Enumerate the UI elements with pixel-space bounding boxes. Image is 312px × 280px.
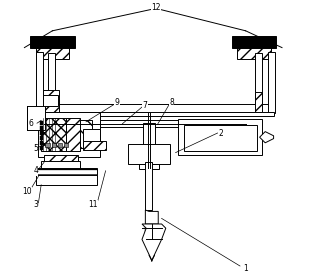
Text: 7: 7 xyxy=(142,101,147,109)
Text: 11: 11 xyxy=(88,200,98,209)
Bar xyxy=(51,143,56,147)
Bar xyxy=(36,175,97,185)
Bar xyxy=(144,123,155,168)
Polygon shape xyxy=(260,132,274,143)
Polygon shape xyxy=(147,224,151,239)
Text: 8: 8 xyxy=(169,98,174,107)
Bar xyxy=(58,143,62,147)
Bar xyxy=(40,131,43,135)
Bar xyxy=(36,112,274,116)
Bar xyxy=(36,43,69,59)
Bar xyxy=(237,43,271,59)
Polygon shape xyxy=(150,224,154,239)
Polygon shape xyxy=(144,224,148,239)
Bar xyxy=(40,141,43,145)
Bar xyxy=(40,121,43,125)
Text: 2: 2 xyxy=(218,129,223,137)
Bar xyxy=(139,164,159,169)
Text: 5: 5 xyxy=(33,144,38,153)
Bar xyxy=(131,146,167,162)
Text: 6: 6 xyxy=(29,119,34,128)
Bar xyxy=(145,162,152,210)
Bar xyxy=(268,52,275,113)
Bar xyxy=(83,141,105,150)
Bar xyxy=(38,112,100,157)
Bar xyxy=(256,53,262,106)
Text: 4: 4 xyxy=(33,166,38,175)
Bar xyxy=(128,144,170,164)
Bar xyxy=(232,36,276,48)
Bar xyxy=(43,90,59,112)
Bar xyxy=(36,52,43,113)
Polygon shape xyxy=(142,224,166,260)
Bar xyxy=(184,125,257,151)
Text: 9: 9 xyxy=(115,98,119,107)
Bar xyxy=(40,126,43,130)
Bar xyxy=(36,168,97,176)
Bar xyxy=(44,155,78,162)
Text: 10: 10 xyxy=(22,187,32,196)
Bar xyxy=(44,120,246,127)
Bar xyxy=(64,143,68,147)
Bar xyxy=(80,120,92,148)
Bar xyxy=(43,95,58,106)
Bar xyxy=(256,92,262,112)
Bar xyxy=(48,53,55,106)
Bar xyxy=(41,118,66,151)
Bar xyxy=(41,161,80,169)
Bar xyxy=(27,106,46,130)
Bar xyxy=(40,136,43,140)
Text: 1: 1 xyxy=(243,264,248,273)
Bar xyxy=(178,119,262,155)
Text: 12: 12 xyxy=(151,3,161,11)
Bar xyxy=(30,36,75,48)
Bar xyxy=(46,143,50,147)
Bar xyxy=(66,118,80,151)
Bar xyxy=(83,129,100,143)
Bar xyxy=(36,104,274,113)
Text: 3: 3 xyxy=(33,200,38,209)
Bar xyxy=(40,146,43,150)
Polygon shape xyxy=(145,210,158,224)
